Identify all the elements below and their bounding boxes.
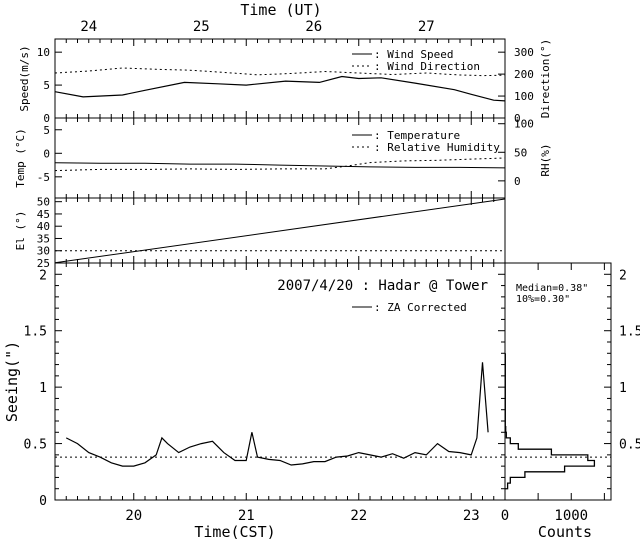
temp-y2-label: RH(%) xyxy=(539,143,552,176)
temp-y2-tick-label: 50 xyxy=(514,146,527,159)
elevation-y-tick-label: 30 xyxy=(37,245,50,258)
histogram-y-tick-label: 0.5 xyxy=(619,438,640,453)
histogram-x-label: Counts xyxy=(538,523,592,541)
histogram-y-tick-label: 1 xyxy=(619,381,627,396)
top-tick-label: 26 xyxy=(305,19,322,35)
seeing-legend-label: : ZA Corrected xyxy=(374,301,467,314)
wind-y2-tick-label: 100 xyxy=(514,90,534,103)
temp-y-tick-label: -5 xyxy=(37,171,50,184)
seeing-x-tick-label: 20 xyxy=(125,508,142,524)
seeing-y-tick-label: 1 xyxy=(39,381,47,396)
wind-y-tick-label: 5 xyxy=(43,79,50,92)
histogram-panel: 0.5 1 1.5 2 0 1000 xyxy=(501,262,640,524)
wind-series-line xyxy=(54,75,506,102)
histogram-y-tick-label: 2 xyxy=(619,268,627,283)
wind-y2-label: Direction(°) xyxy=(539,39,552,118)
temp-series-line xyxy=(54,157,506,172)
wind-y-label: Speed(m/s) xyxy=(18,45,31,111)
histogram-y-tick-label: 1.5 xyxy=(619,325,640,340)
seeing-y-label: Seeing(") xyxy=(3,341,21,422)
elevation-y-tick-label: 50 xyxy=(37,196,50,209)
ten-percent-annotation: 10%=0.30" xyxy=(516,294,570,305)
seeing-title: 2007/4/20 : Hadar @ Tower xyxy=(277,278,488,294)
wind-y-tick-label: 10 xyxy=(37,46,50,59)
top-tick-label: 24 xyxy=(80,19,97,35)
wind-series-line xyxy=(54,67,506,77)
seeing-x-tick-label: 23 xyxy=(463,508,480,524)
histogram-x-tick-label: 1000 xyxy=(554,508,588,524)
seeing-x-tick-label: 21 xyxy=(238,508,255,524)
wind-y2-tick-label: 300 xyxy=(514,46,534,59)
seeing-panel: 0 0.5 1 1.5 2 20 21 22 23 Seeing(") : ZA Corrected xyxy=(3,262,506,524)
wind-y2-tick-label: 200 xyxy=(514,68,534,81)
top-axis-title: Time (UT) xyxy=(240,1,321,19)
top-tick-label: 27 xyxy=(418,19,435,35)
temp-legend-label: : Temperature xyxy=(374,129,460,142)
seeing-y-tick-label: 0 xyxy=(39,494,47,509)
histogram-steps xyxy=(504,353,596,490)
elevation-y-label: El (°) xyxy=(14,211,27,251)
top-time-ticks: 24 25 26 27 xyxy=(80,19,434,35)
seeing-y-tick-label: 0.5 xyxy=(24,438,47,453)
temp-y-label: Temp (°C) xyxy=(14,128,27,188)
seeing-series-line xyxy=(65,362,489,467)
temp-series-line xyxy=(54,162,506,169)
elevation-y-tick-label: 40 xyxy=(37,220,50,233)
wind-legend-label: : Wind Speed xyxy=(374,48,453,61)
median-annotation: Median=0.38" xyxy=(516,283,588,294)
elevation-line xyxy=(54,198,506,264)
bottom-axis-title: Time(CST) xyxy=(194,523,275,541)
temp-y-tick-label: 5 xyxy=(43,124,50,137)
elevation-y-tick-label: 35 xyxy=(37,232,50,245)
elevation-y-tick-label: 45 xyxy=(37,208,50,221)
wind-y-tick-label: 0 xyxy=(43,112,50,125)
temp-legend-label: : Relative Humidity xyxy=(374,141,500,154)
wind-y2-tick-label: 0 xyxy=(514,112,521,125)
temp-y2-tick-label: 0 xyxy=(514,175,521,188)
seeing-y-tick-label: 2 xyxy=(39,268,47,283)
wind-legend-label: : Wind Direction xyxy=(374,60,480,73)
histogram-x-tick-label: 0 xyxy=(501,508,509,524)
top-tick-label: 25 xyxy=(193,19,210,35)
elevation-y-tick-label: 25 xyxy=(37,257,50,270)
seeing-x-tick-label: 22 xyxy=(350,508,367,524)
seeing-y-tick-label: 1.5 xyxy=(24,325,47,340)
temp-y-tick-label: 0 xyxy=(43,147,50,160)
temp-y2-tick-label: 100 xyxy=(514,118,534,131)
seeing-frame xyxy=(54,262,506,501)
